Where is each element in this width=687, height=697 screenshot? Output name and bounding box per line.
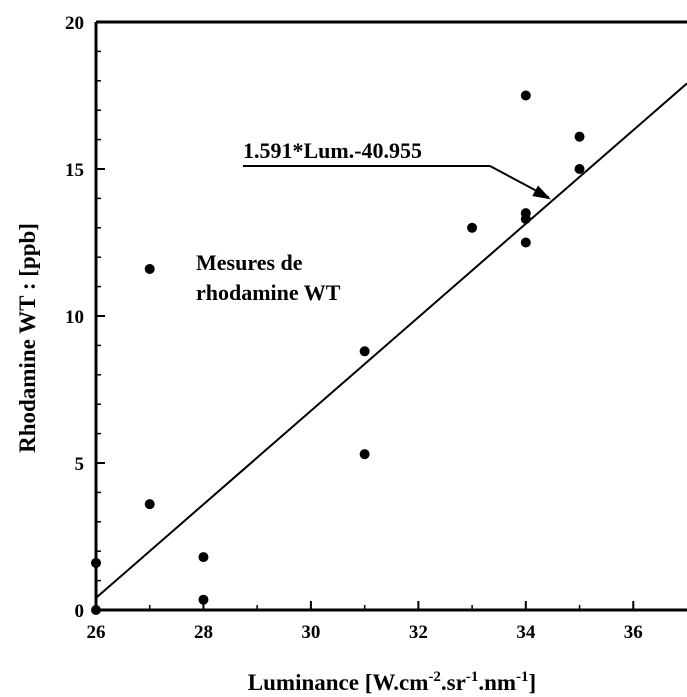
- data-point: [574, 164, 585, 174]
- x-tick-label: 34: [516, 622, 536, 643]
- x-tick-label: 36: [624, 622, 643, 643]
- x-tick-label: 30: [301, 622, 320, 643]
- regression-equation-label: 1.591*Lum.-40.955: [243, 138, 422, 163]
- axes: 0 5 10 15 20 26 28 30 32 34 36: [65, 13, 687, 643]
- series-label-line2: rhodamine WT: [196, 280, 341, 305]
- x-axis-title-sup3: -1: [516, 669, 529, 685]
- data-point: [520, 213, 531, 224]
- data-points: [91, 90, 585, 615]
- data-point: [144, 263, 155, 274]
- regression-layer: [95, 82, 687, 599]
- x-axis-title-sup2: -1: [466, 669, 479, 685]
- regression-line: [95, 82, 687, 599]
- y-tick-label: 20: [65, 13, 84, 34]
- data-point: [574, 131, 585, 142]
- series-label-line1: Mesures de: [196, 250, 303, 275]
- data-point: [198, 552, 209, 563]
- x-axis-title: Luminance [W.cm-2.sr-1.nm-1]: [248, 669, 536, 695]
- y-tick-label: 10: [65, 307, 84, 328]
- x-tick-label: 32: [409, 622, 428, 643]
- x-axis-title-mid2: .nm: [478, 670, 516, 695]
- x-tick-label: 28: [194, 622, 213, 643]
- y-tick-label: 5: [75, 454, 85, 475]
- data-point: [467, 222, 478, 233]
- data-point: [91, 557, 101, 568]
- x-axis-title-sup1: -2: [428, 669, 441, 685]
- data-point: [359, 449, 370, 460]
- x-axis-title-mid1: .sr: [441, 670, 466, 695]
- data-point: [198, 594, 209, 605]
- y-tick-label: 0: [75, 601, 85, 622]
- data-point: [144, 499, 155, 510]
- x-axis-title-end: ]: [529, 670, 537, 695]
- x-tick-label: 26: [87, 622, 106, 643]
- y-axis-title: Rhodamine WT : [ppb]: [15, 223, 40, 453]
- data-point: [520, 237, 531, 248]
- data-point: [359, 346, 370, 357]
- y-tick-label: 15: [65, 160, 84, 181]
- data-point: [91, 605, 101, 615]
- label-arrowhead: [532, 185, 551, 200]
- data-point: [520, 90, 531, 101]
- x-axis-title-base: Luminance [W.cm: [248, 670, 429, 695]
